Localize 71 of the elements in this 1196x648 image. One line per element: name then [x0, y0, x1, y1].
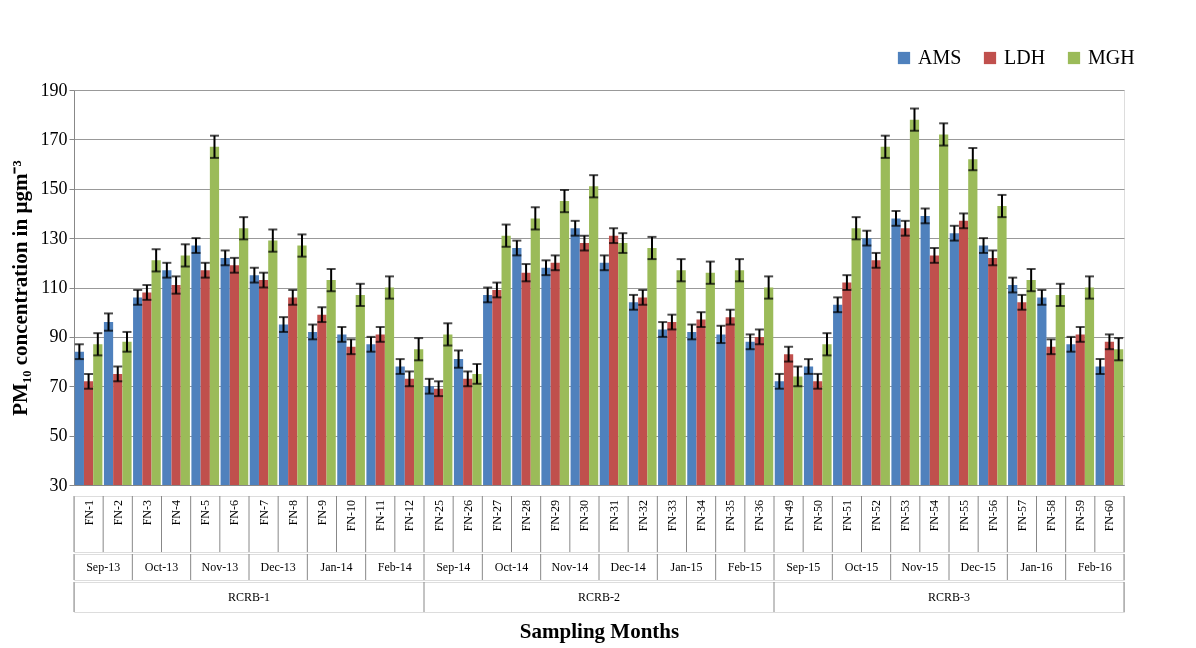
x-tick-label: FN-10: [344, 500, 359, 532]
x-tick-label: FN-50: [810, 500, 825, 532]
y-tick-label: 170: [40, 128, 68, 149]
text: Dec-13: [260, 560, 296, 574]
x-tick-label: FN-60: [1102, 500, 1117, 532]
text: Sep-13: [86, 560, 121, 574]
y-tick-label: 190: [40, 79, 68, 100]
x-tick-label: FN-34: [694, 500, 709, 532]
legend-label: LDH: [1004, 46, 1046, 68]
text: Jan-15: [670, 560, 703, 574]
x-tick-label: FN-11: [373, 500, 388, 531]
x-tick-label: FN-5: [198, 500, 213, 526]
x-axis-title: Sampling Months: [519, 618, 680, 643]
text: RCRB-1: [227, 590, 271, 604]
x-tick-label: FN-56: [985, 500, 1000, 532]
x-tick-label: FN-7: [256, 500, 271, 526]
text: Nov-13: [201, 560, 239, 574]
x-tick-label: FN-26: [460, 500, 475, 532]
y-tick-label: 90: [49, 326, 68, 347]
x-tick-label: FN-36: [752, 500, 767, 532]
x-tick-label: FN-59: [1073, 500, 1088, 532]
x-tick-label: FN-8: [285, 500, 300, 526]
x-tick-label: FN-29: [548, 500, 563, 532]
text: Feb-15: [727, 560, 762, 574]
x-tick-label: FN-30: [577, 500, 592, 532]
x-tick-label: FN-33: [664, 500, 679, 532]
x-tick-label: FN-12: [402, 500, 417, 532]
legend-label: AMS: [918, 46, 962, 68]
x-tick-label: FN-2: [110, 500, 125, 526]
x-tick-label: FN-51: [839, 500, 854, 532]
x-tick-label: FN-53: [898, 500, 913, 532]
y-tick-label: 150: [40, 178, 68, 199]
text: Sep-14: [436, 560, 471, 574]
x-tick-label: FN-31: [606, 500, 621, 532]
text: Oct-15: [844, 560, 879, 574]
text: Nov-15: [901, 560, 939, 574]
text: RCRB-3: [927, 590, 971, 604]
text: Nov-14: [551, 560, 589, 574]
text: RCRB-2: [577, 590, 621, 604]
legend-label: MGH: [1088, 46, 1135, 68]
text: Feb-14: [377, 560, 412, 574]
y-axis-title: PM₁₀ concentration in µgm⁻³: [7, 160, 32, 416]
text: Dec-14: [610, 560, 646, 574]
y-tick-label: 50: [49, 425, 68, 446]
text: Oct-14: [494, 560, 529, 574]
x-tick-label: FN-3: [139, 500, 154, 526]
x-tick-label: FN-27: [489, 500, 504, 532]
x-tick-label: FN-28: [519, 500, 534, 532]
x-tick-label: FN-54: [927, 500, 942, 532]
x-tick-label: FN-35: [723, 500, 738, 532]
x-tick-label: FN-1: [81, 500, 96, 526]
x-tick-label: FN-55: [956, 500, 971, 532]
text: Sep-15: [786, 560, 821, 574]
x-tick-label: FN-57: [1014, 500, 1029, 532]
x-tick-label: FN-6: [227, 500, 242, 526]
text: Jan-16: [1020, 560, 1053, 574]
text: Jan-14: [320, 560, 353, 574]
x-tick-label: FN-58: [1044, 500, 1059, 532]
y-tick-label: 130: [40, 227, 68, 248]
x-tick-label: FN-32: [635, 500, 650, 532]
text: Dec-15: [960, 560, 996, 574]
x-tick-label: FN-49: [781, 500, 796, 532]
y-tick-label: 110: [41, 277, 68, 297]
x-tick-label: FN-4: [169, 500, 184, 526]
x-tick-label: FN-52: [869, 500, 884, 532]
text: Feb-16: [1077, 560, 1112, 574]
x-tick-label: FN-25: [431, 500, 446, 532]
y-tick-label: 70: [49, 375, 68, 396]
text: Oct-13: [144, 560, 179, 574]
x-tick-label: FN-9: [314, 500, 329, 526]
y-tick-label: 30: [49, 474, 68, 495]
